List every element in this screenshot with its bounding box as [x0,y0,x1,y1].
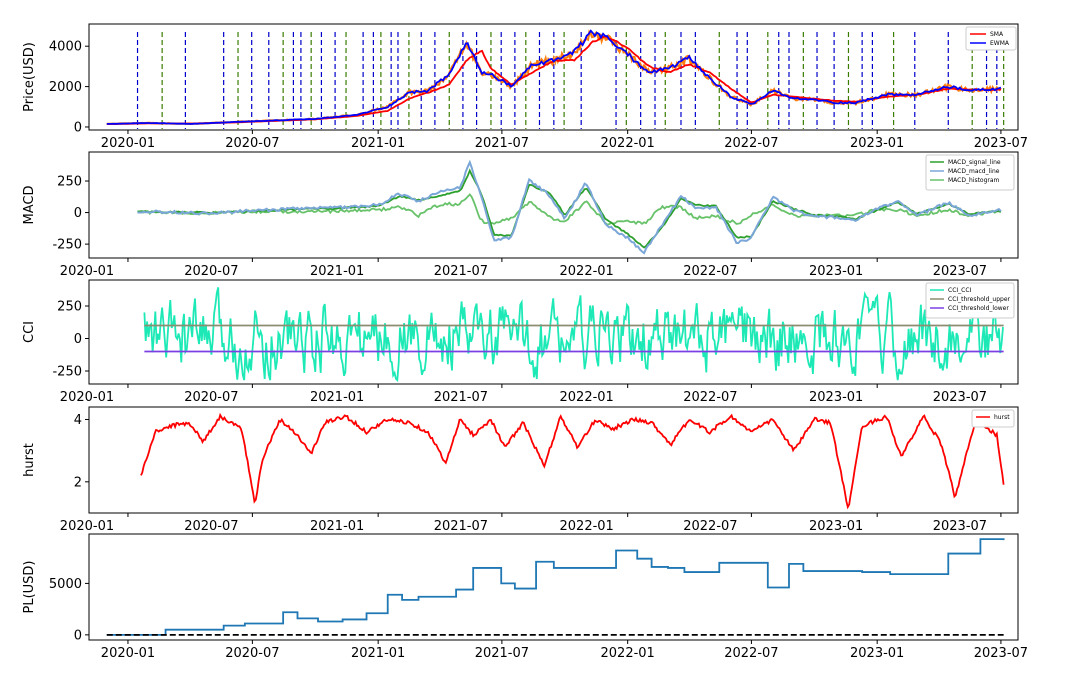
legend-label: MACD_signal_line [948,159,1001,166]
x-tick-label: 2023-07 [933,264,987,279]
y-tick-label: 0 [74,332,82,347]
x-tick-label: 2021-07 [434,519,488,534]
y-axis-label: MACD [22,186,37,225]
plot-area [106,538,1005,636]
x-tick-label: 2021-01 [351,136,405,151]
panel-5: 0 5000 PL(USD) 2020-01 2020-07 2021-01 2021-07… [22,533,1028,661]
x-tick-label: 2023-01 [850,646,904,661]
legend: CCI_CCI CCI_threshold_upper CCI_threshold_… [925,282,1015,319]
x-tick-label: 2020-01 [60,264,114,279]
x-tick-label: 2023-07 [933,519,987,534]
y-tick-label: 2 [74,475,82,490]
x-tick-label: 2022-01 [560,519,614,534]
x-tick-label: 2023-01 [809,390,863,405]
x-tick-label: 2023-07 [974,136,1028,151]
y-tick-label: 5000 [49,577,82,592]
x-tick-label: 2023-07 [933,390,987,405]
y-axis-label: Price(USD) [22,42,37,112]
plot-area [143,287,1004,383]
legend-label: CCI_threshold_upper [948,296,1011,303]
legend-box [925,154,1015,191]
x-tick-label: 2021-01 [310,264,364,279]
panel-1: 0 2000 4000 Price(USD) 2020-01 2020-07 2021-01… [22,23,1028,151]
x-tick-label: 2022-07 [724,646,778,661]
panel-4: 2 4 hurst 2020-01 2020-07 2021-01 2021-07 2022-… [22,406,1019,534]
x-tick-label: 2020-07 [225,136,279,151]
legend-box [925,282,1015,319]
y-tick-label: 4 [74,413,82,428]
y-tick-label: 4000 [49,40,82,55]
y-axis-label: hurst [22,443,37,477]
y-tick-label: 2000 [49,80,82,95]
x-tick-label: 2020-07 [184,519,238,534]
plot-area [140,412,1005,510]
x-tick-label: 2022-07 [683,264,737,279]
x-tick-label: 2021-01 [310,519,364,534]
hurst-line [140,412,1005,510]
y-axis-label: CCI [22,321,37,343]
axes-frame [88,279,1019,385]
legend: SMA EWMA [965,26,1017,51]
plot-area [137,159,1002,255]
x-tick-label: 2021-07 [434,264,488,279]
ewma-line [106,29,1002,125]
legend-box [965,26,1017,51]
x-tick-label: 2021-01 [351,646,405,661]
x-tick-label: 2022-01 [560,264,614,279]
y-tick-label: 0 [74,120,82,135]
x-tick-label: 2021-07 [434,390,488,405]
panel-2: -250 0 250 MACD 2020-01 2020-07 2021-01 2021-07… [22,151,1019,279]
x-tick-label: 2021-01 [310,390,364,405]
legend-label: CCI_CCI [948,287,972,294]
legend-box [971,409,1015,428]
axes-frame [88,151,1019,259]
x-tick-label: 2020-01 [60,390,114,405]
macd-line [137,159,1002,255]
x-tick-label: 2020-07 [184,390,238,405]
x-tick-label: 2023-07 [974,646,1028,661]
x-tick-label: 2022-01 [601,136,655,151]
x-tick-label: 2022-07 [683,519,737,534]
x-tick-label: 2023-01 [809,264,863,279]
legend-label: SMA [990,31,1004,38]
y-tick-label: 250 [57,175,82,190]
macd-histogram-line [137,193,1002,226]
pl-line [106,538,1005,636]
x-tick-label: 2020-01 [101,646,155,661]
y-tick-label: -250 [52,238,82,253]
legend-label: MACD_histogram [948,177,1000,184]
x-tick-label: 2020-01 [60,519,114,534]
plot-area [106,29,1005,129]
x-tick-label: 2022-07 [683,390,737,405]
panel-3: -250 0 250 CCI 2020-01 2020-07 2021-01 2021-07 2… [22,279,1019,405]
cci-line [143,287,1004,383]
x-tick-label: 2021-07 [475,136,529,151]
y-tick-label: 250 [57,300,82,315]
axes-frame [88,533,1019,641]
x-tick-label: 2022-01 [560,390,614,405]
legend-label: MACD_macd_line [948,168,1000,175]
legend-label: EWMA [990,40,1010,47]
y-axis-label: PL(USD) [22,560,37,613]
x-tick-label: 2023-01 [809,519,863,534]
x-tick-label: 2022-07 [724,136,778,151]
legend-label: hurst [994,414,1010,421]
x-tick-label: 2023-01 [850,136,904,151]
y-tick-label: 0 [74,628,82,643]
legend: hurst [971,409,1015,428]
x-tick-label: 2021-07 [475,646,529,661]
y-tick-label: 0 [74,206,82,221]
legend: MACD_signal_line MACD_macd_line MACD_histo… [925,154,1015,191]
axes-frame [88,406,1019,514]
x-tick-label: 2022-01 [601,646,655,661]
x-tick-label: 2020-01 [101,136,155,151]
x-tick-label: 2020-07 [184,264,238,279]
x-tick-label: 2020-07 [225,646,279,661]
legend-label: CCI_threshold_lower [948,305,1009,312]
y-tick-label: -250 [52,365,82,380]
